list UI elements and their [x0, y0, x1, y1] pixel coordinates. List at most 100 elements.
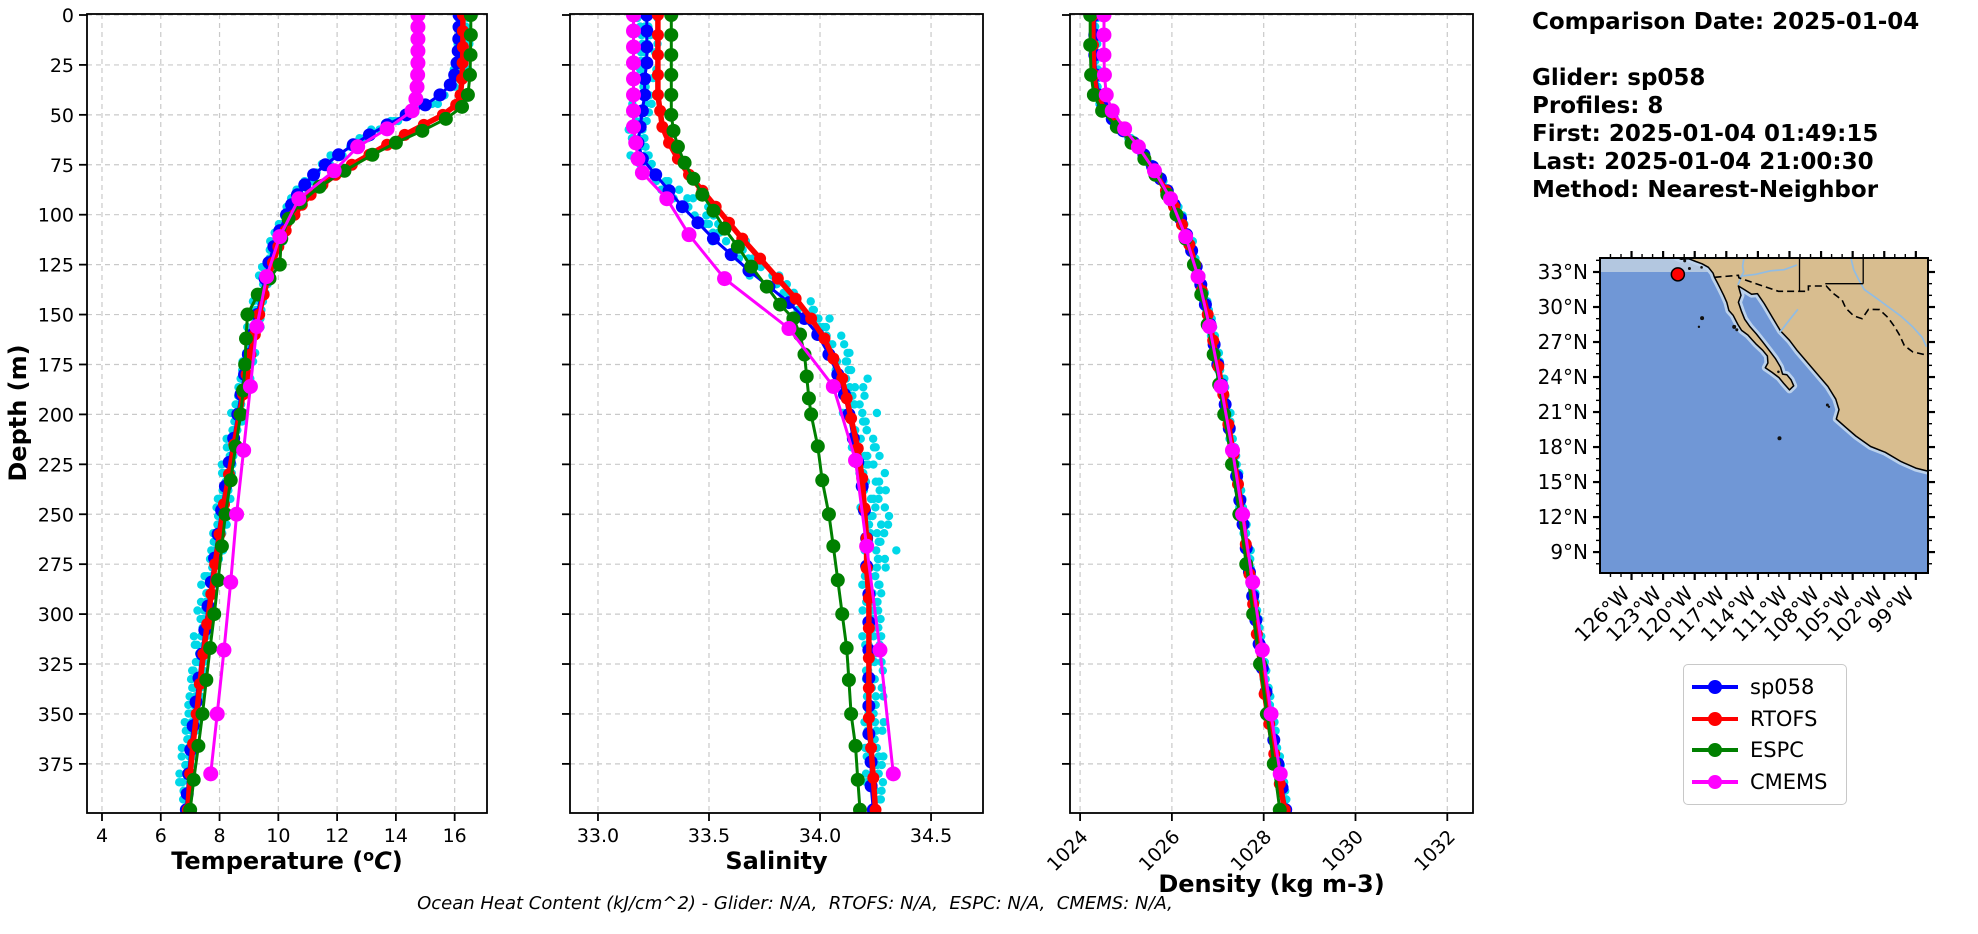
series-marker-CMEMS [681, 227, 697, 243]
series-marker-CMEMS [1098, 87, 1114, 103]
depth-axis-label: Depth (m) [4, 344, 32, 481]
island-dot [1683, 259, 1687, 263]
series-marker-ESPC [848, 738, 863, 753]
series-marker-ESPC [365, 147, 380, 162]
series-marker-sp058 [675, 200, 689, 214]
glider-scatter-dot [861, 417, 870, 426]
series-marker-CMEMS [848, 452, 864, 468]
y-tick-label: 150 [38, 305, 74, 327]
series-marker-ESPC [312, 179, 327, 194]
series-marker-RTOFS [840, 392, 853, 405]
series-marker-RTOFS [654, 104, 667, 117]
series-marker-CMEMS [229, 506, 245, 522]
series-marker-CMEMS [236, 442, 252, 458]
series-marker-ESPC [207, 607, 222, 622]
x-tick-label: 12 [325, 825, 349, 847]
glider-scatter-dot [869, 460, 878, 469]
series-marker-CMEMS [626, 39, 642, 55]
x-tick-label: 1032 [1410, 826, 1460, 876]
ocean-heat-content-caption: Ocean Heat Content (kJ/cm^2) - Glider: N… [417, 893, 1173, 914]
legend-label-rtofs: RTOFS [1750, 706, 1818, 731]
y-tick-label: 225 [38, 454, 74, 476]
series-marker-CMEMS [209, 706, 225, 722]
series-marker-sp058 [443, 78, 457, 92]
glider-scatter-dot [433, 99, 443, 109]
series-marker-ESPC [233, 407, 248, 422]
series-marker-ESPC [744, 259, 759, 274]
series-marker-CMEMS [1190, 269, 1206, 285]
series-marker-RTOFS [651, 68, 664, 81]
glider-scatter-dot [850, 383, 860, 392]
glider-scatter-dot [859, 383, 868, 392]
glider-scatter-dot [858, 580, 867, 589]
glider-scatter-dot [876, 614, 885, 624]
series-marker-CMEMS [1130, 139, 1146, 155]
x-tick-label: 34.5 [910, 825, 952, 847]
series-marker-ESPC [240, 307, 255, 322]
series-marker-ESPC [186, 772, 201, 787]
series-marker-ESPC [1086, 87, 1101, 102]
temperature-grid [87, 14, 487, 813]
series-marker-ESPC [839, 641, 854, 656]
series-marker-CMEMS [859, 538, 875, 554]
series-marker-RTOFS [867, 771, 880, 784]
series-marker-ESPC [272, 257, 287, 272]
series-marker-ESPC [462, 67, 477, 82]
series-marker-CMEMS [1096, 47, 1112, 63]
series-marker-sp058 [433, 88, 447, 102]
series-marker-ESPC [438, 111, 453, 126]
series-marker-CMEMS [626, 119, 642, 135]
series-marker-CMEMS [630, 151, 646, 167]
series-marker-ESPC [463, 14, 478, 22]
series-marker-ESPC [664, 87, 679, 102]
y-tick-label: 100 [38, 205, 74, 227]
glider-scatter-dot [875, 486, 884, 495]
series-marker-ESPC [773, 297, 788, 312]
series-marker-CMEMS [249, 319, 265, 335]
series-marker-ESPC [239, 331, 254, 346]
series-marker-CMEMS [1245, 574, 1261, 590]
river-line [1778, 308, 1799, 334]
series-marker-CMEMS [634, 165, 650, 181]
series-marker-ESPC [664, 107, 679, 122]
espc-line-marker-swatch [1692, 743, 1738, 758]
series-marker-ESPC [677, 155, 692, 170]
y-tick-label: 125 [38, 255, 74, 277]
x-tick-label: 8 [214, 825, 226, 847]
series-marker-sp058 [640, 40, 654, 54]
series-marker-ESPC [1084, 67, 1099, 82]
series-marker-ESPC [664, 27, 679, 42]
series-marker-CMEMS [626, 14, 642, 23]
series-marker-CMEMS [1117, 121, 1133, 137]
series-marker-CMEMS [626, 71, 642, 87]
glider-scatter-dot [863, 451, 872, 461]
series-marker-CMEMS [1096, 67, 1112, 83]
glider-scatter-dot [872, 529, 882, 538]
island-dot [1700, 266, 1703, 269]
series-marker-RTOFS [845, 412, 858, 425]
glider-scatter-dot [868, 511, 877, 521]
series-marker-CMEMS [1235, 506, 1251, 522]
glider-scatter-dot [871, 692, 881, 701]
glider-scatter-dot [809, 305, 819, 315]
island-dot [1732, 324, 1737, 329]
series-marker-CMEMS [626, 55, 642, 71]
series-marker-ESPC [214, 539, 229, 554]
glider-scatter-dot [860, 391, 869, 401]
glider-scatter-dot [878, 778, 888, 787]
legend-label-cmems: CMEMS [1750, 770, 1828, 795]
series-marker-sp058 [640, 14, 654, 22]
glider-scatter-dot [855, 400, 864, 409]
series-marker-CMEMS [626, 87, 642, 103]
glider-scatter-dot [839, 340, 849, 349]
x-tick-label: 1028 [1226, 826, 1276, 876]
salinity-panel: 33.0 33.5 34.0 34.5 Salinity [562, 13, 984, 875]
last-profile-time-text: Last: 2025-01-04 21:00:30 [1532, 149, 1874, 175]
method-text: Method: Nearest-Neighbor [1532, 177, 1879, 203]
series-marker-CMEMS [781, 321, 797, 337]
series-marker-RTOFS [862, 711, 875, 724]
y-tick-label: 275 [38, 554, 74, 576]
series-marker-CMEMS [272, 229, 288, 245]
glider-scatter-dot [177, 743, 187, 753]
